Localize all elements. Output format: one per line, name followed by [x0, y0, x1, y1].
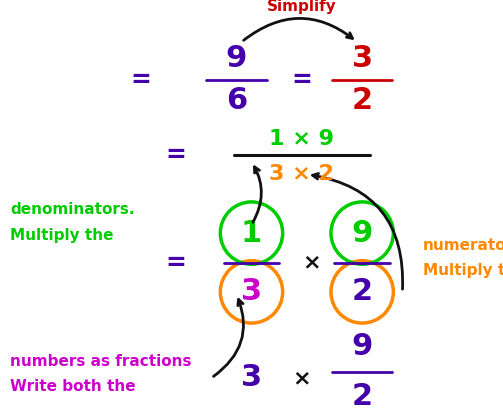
Text: numerators.: numerators.: [423, 238, 503, 253]
Text: 2: 2: [352, 277, 373, 307]
Text: =: =: [130, 68, 151, 92]
Text: 3: 3: [241, 363, 262, 393]
Text: 6: 6: [226, 86, 247, 116]
Text: 3: 3: [352, 44, 373, 74]
Text: =: =: [291, 68, 312, 92]
Text: 9: 9: [352, 332, 373, 361]
Text: 1: 1: [241, 218, 262, 248]
Text: 2: 2: [352, 382, 373, 412]
Text: ×: ×: [302, 252, 321, 273]
Text: =: =: [165, 143, 187, 168]
Text: Write both the: Write both the: [10, 379, 136, 394]
Text: 9: 9: [226, 44, 247, 74]
Text: numbers as fractions: numbers as fractions: [10, 354, 192, 369]
Text: Multiply the: Multiply the: [423, 263, 503, 278]
Text: 2: 2: [352, 86, 373, 116]
Text: Multiply the: Multiply the: [10, 228, 114, 243]
Text: =: =: [165, 250, 187, 275]
Text: 9: 9: [352, 218, 373, 248]
Text: 3: 3: [241, 277, 262, 307]
Text: ×: ×: [292, 368, 311, 388]
Text: denominators.: denominators.: [10, 202, 135, 218]
Text: 1 × 9: 1 × 9: [269, 129, 334, 149]
Text: 3 × 2: 3 × 2: [270, 164, 334, 184]
Text: Simplify: Simplify: [267, 0, 337, 14]
